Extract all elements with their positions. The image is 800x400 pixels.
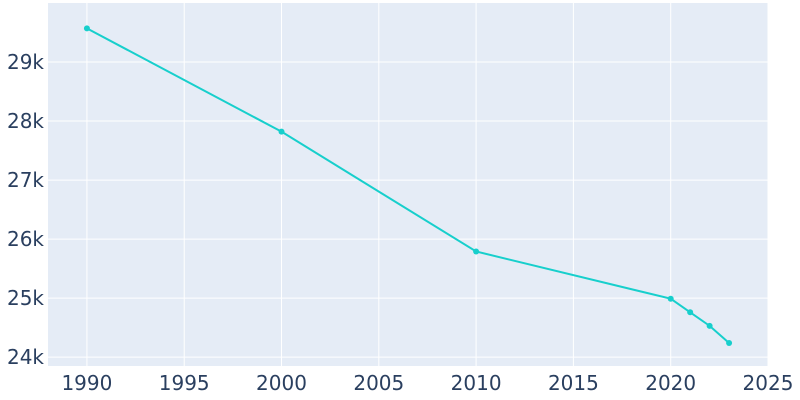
y-tick-label: 25k [7, 286, 44, 310]
data-point[interactable] [83, 25, 90, 32]
y-axis: 24k 25k 26k 27k 28k 29k [7, 50, 44, 369]
series-group [83, 25, 733, 346]
x-tick-label: 2015 [548, 371, 599, 395]
y-tick-label: 26k [7, 227, 44, 251]
x-tick-label: 2000 [256, 371, 307, 395]
data-point[interactable] [706, 322, 713, 329]
data-point[interactable] [278, 128, 285, 135]
x-tick-label: 1990 [61, 371, 112, 395]
x-tick-label: 1995 [159, 371, 210, 395]
plot-area [48, 3, 768, 366]
x-axis: 1990 1995 2000 2005 2010 2015 2020 2025 [61, 371, 793, 395]
y-tick-label: 28k [7, 109, 44, 133]
x-tick-label: 2020 [645, 371, 696, 395]
data-point[interactable] [667, 295, 674, 302]
y-tick-label: 29k [7, 50, 44, 74]
x-tick-label: 2025 [743, 371, 794, 395]
gridlines [48, 3, 769, 366]
data-point[interactable] [726, 339, 733, 346]
x-tick-label: 2005 [353, 371, 404, 395]
data-point[interactable] [687, 309, 694, 316]
y-tick-label: 27k [7, 168, 44, 192]
y-tick-label: 24k [7, 345, 44, 369]
x-tick-label: 2010 [451, 371, 502, 395]
data-point[interactable] [473, 248, 480, 255]
